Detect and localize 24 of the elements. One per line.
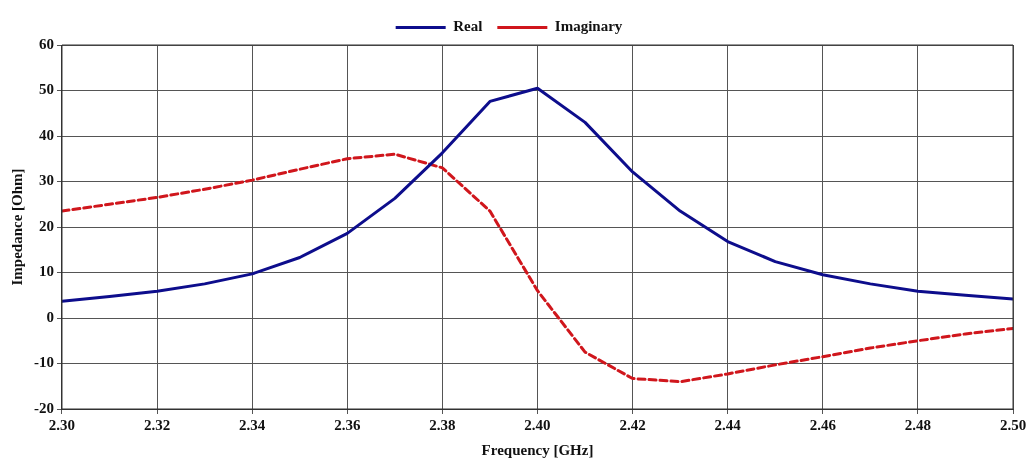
y-tick-label: 40	[39, 126, 54, 143]
legend-label: Imaginary	[554, 18, 623, 35]
y-tick-label: -20	[34, 399, 54, 416]
x-tick-label: 2.36	[334, 416, 361, 433]
x-tick-label: 2.42	[619, 416, 646, 433]
y-tick-label: 10	[39, 263, 54, 280]
y-tick-label: 60	[39, 35, 54, 52]
y-tick-label: 20	[39, 217, 54, 234]
x-tick-label: 2.50	[999, 416, 1027, 433]
y-axis-title: Impedance [Ohm]	[8, 168, 25, 286]
x-tick-label: 2.32	[143, 416, 171, 433]
x-tick-label: 2.46	[809, 416, 837, 433]
y-tick-label: 0	[46, 308, 54, 325]
y-tick-label: 30	[39, 172, 54, 189]
x-tick-label: 2.34	[239, 416, 266, 433]
x-tick-label: 2.30	[48, 416, 76, 433]
legend-label: Real	[453, 18, 483, 35]
x-tick-label: 2.38	[429, 416, 456, 433]
x-axis-title: Frequency [GHz]	[481, 441, 594, 458]
y-tick-label: 50	[39, 81, 54, 98]
x-tick-label: 2.40	[524, 416, 551, 433]
x-tick-label: 2.44	[714, 416, 742, 433]
x-tick-label: 2.48	[904, 416, 932, 433]
y-tick-label: -10	[34, 354, 54, 371]
